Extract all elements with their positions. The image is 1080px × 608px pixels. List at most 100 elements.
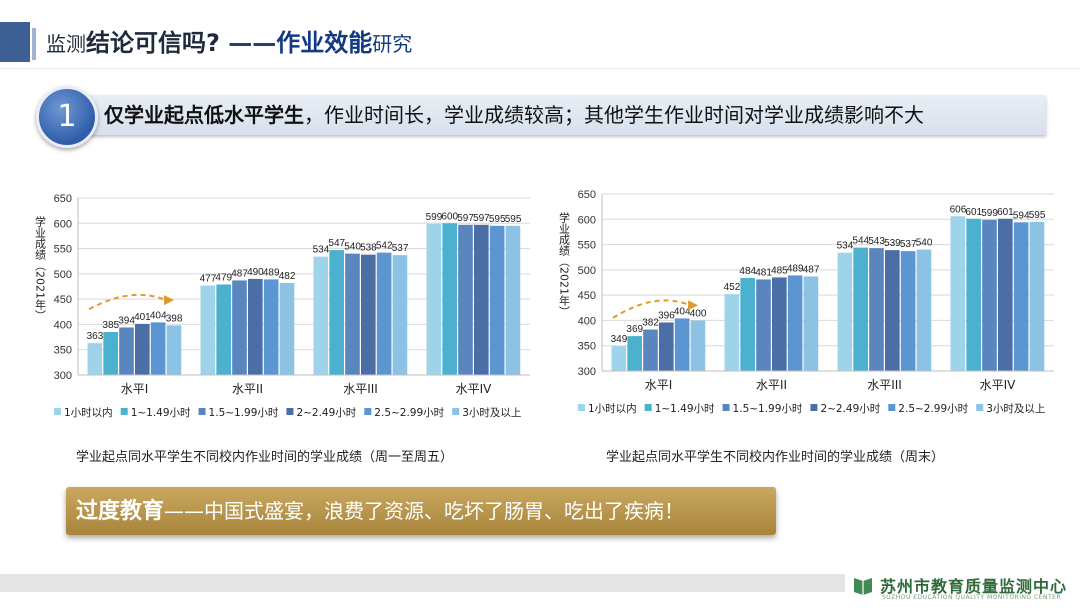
bar bbox=[345, 253, 360, 375]
data-label: 487 bbox=[231, 268, 248, 279]
data-label: 601 bbox=[997, 207, 1014, 218]
data-label: 479 bbox=[215, 272, 232, 283]
x-category-label: 水平II bbox=[232, 382, 263, 396]
legend-swatch bbox=[198, 408, 206, 415]
data-label: 595 bbox=[505, 214, 522, 225]
y-axis-label: 学业成绩（2021年） bbox=[558, 211, 571, 317]
data-label: 404 bbox=[674, 306, 691, 317]
bar bbox=[329, 250, 344, 375]
data-label: 349 bbox=[611, 334, 628, 345]
data-label: 484 bbox=[739, 266, 756, 277]
trend-arrow-head bbox=[688, 300, 699, 311]
legend-label: 1小时以内 bbox=[588, 402, 637, 415]
legend-label: 1小时以内 bbox=[64, 406, 113, 419]
bar bbox=[279, 282, 295, 375]
bar bbox=[611, 346, 627, 371]
header-accent-bar bbox=[0, 22, 30, 62]
data-label: 542 bbox=[376, 241, 393, 252]
data-label: 487 bbox=[803, 264, 820, 275]
bar bbox=[505, 225, 521, 375]
bar bbox=[659, 322, 674, 371]
finding-number-badge: 1 bbox=[36, 86, 98, 148]
caption-weekday: 学业起点同水平学生不同校内作业时间的学业成绩（周一至周五） bbox=[76, 450, 454, 465]
title-part1: 监测 bbox=[46, 32, 86, 56]
y-tick-label: 300 bbox=[54, 370, 72, 382]
bar bbox=[853, 247, 868, 371]
data-label: 544 bbox=[852, 236, 869, 247]
finding-bold: 仅学业起点低水平学生 bbox=[104, 103, 304, 127]
data-label: 540 bbox=[344, 242, 361, 253]
legend-label: 1~1.49小时 bbox=[131, 407, 191, 419]
data-label: 404 bbox=[150, 310, 167, 321]
legend-label: 2.5~2.99小时 bbox=[374, 407, 444, 419]
legend-swatch bbox=[810, 404, 818, 411]
bar bbox=[724, 294, 740, 371]
legend-swatch bbox=[286, 408, 294, 415]
legend-label: 1.5~1.99小时 bbox=[209, 407, 279, 419]
data-label: 398 bbox=[166, 313, 183, 324]
x-category-label: 水平IV bbox=[456, 382, 493, 396]
bar bbox=[313, 256, 329, 375]
bar bbox=[900, 251, 916, 371]
legend-label: 2~2.49小时 bbox=[296, 407, 356, 419]
bar bbox=[426, 223, 442, 375]
bar bbox=[474, 224, 489, 375]
bar bbox=[248, 278, 263, 375]
legend-swatch bbox=[722, 404, 730, 411]
chart-weekend: 300 350 400 450 500 550 600 650 学业成绩（2021年） 349 36… bbox=[552, 186, 1062, 426]
legend-swatch bbox=[452, 408, 460, 415]
data-label: 485 bbox=[771, 265, 788, 276]
conclusion-bold: 过度教育 bbox=[76, 499, 165, 524]
bar bbox=[392, 255, 408, 375]
data-label: 401 bbox=[134, 312, 151, 323]
trend-arrow-head bbox=[164, 295, 175, 306]
title-dash: —— bbox=[219, 29, 277, 57]
y-tick-label: 600 bbox=[578, 214, 596, 226]
data-label: 539 bbox=[884, 238, 901, 249]
bar bbox=[1013, 222, 1029, 371]
data-label: 382 bbox=[642, 318, 659, 329]
data-label: 481 bbox=[755, 267, 772, 278]
conclusion-rest: ——中国式盛宴，浪费了资源、吃坏了肠胃、吃出了疾病！ bbox=[164, 499, 685, 523]
data-label: 537 bbox=[392, 243, 409, 254]
legend-swatch bbox=[578, 404, 585, 411]
title-part2: 结论可信吗? bbox=[86, 29, 220, 57]
bar bbox=[232, 280, 247, 375]
bar bbox=[119, 327, 134, 375]
y-tick-label: 600 bbox=[54, 218, 72, 230]
y-tick-label: 400 bbox=[54, 319, 72, 331]
x-category-label: 水平II bbox=[756, 378, 787, 392]
bar bbox=[803, 276, 819, 371]
bar bbox=[837, 252, 853, 371]
bar bbox=[950, 216, 966, 371]
bar bbox=[982, 219, 997, 371]
bar bbox=[627, 336, 642, 371]
bar bbox=[150, 322, 166, 375]
legend-label: 2.5~2.99小时 bbox=[898, 403, 968, 415]
bar bbox=[869, 248, 884, 371]
data-label: 540 bbox=[916, 238, 933, 249]
bar bbox=[87, 343, 103, 375]
data-label: 537 bbox=[900, 239, 917, 250]
y-tick-label: 650 bbox=[578, 189, 596, 201]
bar bbox=[643, 329, 658, 371]
legend-swatch bbox=[364, 408, 372, 415]
x-category-label: 水平III bbox=[867, 378, 902, 392]
page-title: 监测结论可信吗? ——作业效能研究 bbox=[46, 26, 412, 61]
data-label: 600 bbox=[441, 211, 458, 222]
data-label: 534 bbox=[837, 241, 854, 252]
data-label: 597 bbox=[473, 213, 490, 224]
legend-swatch bbox=[888, 404, 896, 411]
data-label: 363 bbox=[87, 331, 104, 342]
y-axis-label: 学业成绩（2021年） bbox=[34, 215, 47, 321]
data-label: 543 bbox=[868, 236, 885, 247]
y-tick-label: 650 bbox=[54, 193, 72, 205]
data-label: 452 bbox=[724, 282, 741, 293]
trend-arrow bbox=[88, 293, 167, 311]
data-label: 385 bbox=[102, 320, 119, 331]
title-part4: 研究 bbox=[372, 32, 413, 56]
conclusion-box: 过度教育——中国式盛宴，浪费了资源、吃坏了肠胃、吃出了疾病！ bbox=[66, 487, 776, 535]
legend-label: 1~1.49小时 bbox=[655, 403, 715, 415]
bar bbox=[361, 254, 376, 375]
chart-svg: 300 350 400 450 500 550 600 650 学业成绩（2021年） 36338… bbox=[34, 193, 530, 419]
